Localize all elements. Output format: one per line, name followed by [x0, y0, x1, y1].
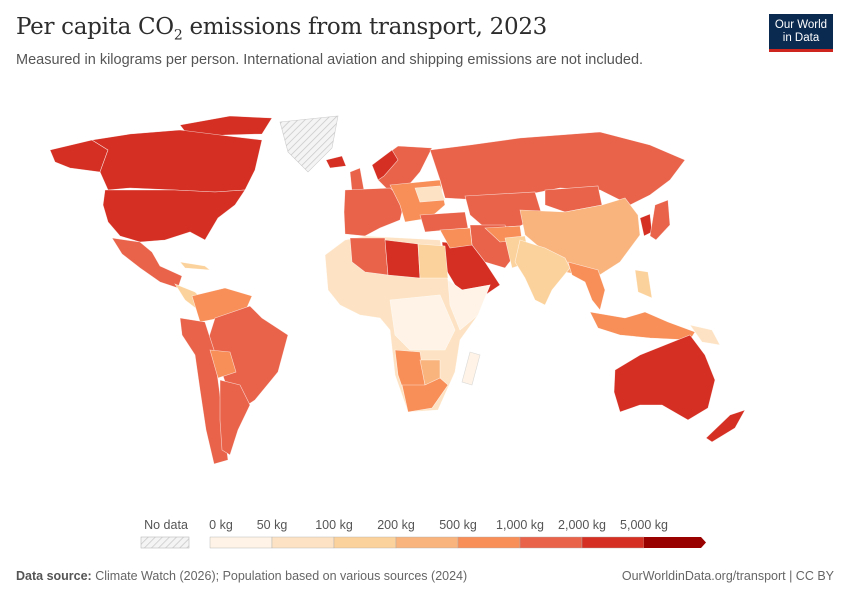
country-new-zealand[interactable] — [705, 409, 746, 443]
country-argentina[interactable] — [219, 379, 251, 456]
source-label: Data source: — [16, 569, 92, 583]
legend-tick-label: 100 kg — [315, 518, 353, 532]
country-norway[interactable] — [371, 149, 399, 181]
country-cuba[interactable] — [179, 261, 211, 271]
chart-subtitle: Measured in kilograms per person. Intern… — [16, 52, 644, 68]
legend-tick-label: 1,000 kg — [496, 518, 544, 532]
country-iraq-syria[interactable] — [439, 227, 473, 249]
logo-line-1: Our World — [774, 18, 828, 31]
country-india[interactable] — [514, 239, 571, 306]
footer-source: Data source: Climate Watch (2026); Popul… — [16, 569, 467, 583]
map-legend: No data 0 kg 50 kg 100 kg 200 kg 500 kg 1,000… — [0, 515, 850, 555]
country-east-africa[interactable] — [447, 279, 491, 331]
legend-tick-label: 2,000 kg — [558, 518, 606, 532]
country-usa[interactable] — [102, 189, 246, 243]
country-iceland[interactable] — [325, 155, 347, 169]
source-text: Climate Watch (2026); Population based o… — [91, 569, 468, 583]
legend-bin-swatch[interactable] — [457, 536, 521, 549]
legend-bin-swatch[interactable] — [581, 536, 645, 549]
country-korea[interactable] — [639, 213, 653, 237]
country-bolivia[interactable] — [209, 349, 237, 379]
legend-bin-swatch[interactable] — [271, 536, 335, 549]
country-madagascar[interactable] — [461, 351, 481, 386]
country-libya[interactable] — [384, 239, 421, 279]
country-japan[interactable] — [649, 199, 671, 241]
legend-no-data-label: No data — [144, 518, 188, 532]
country-philippines[interactable] — [634, 269, 653, 299]
country-peru-chile[interactable] — [179, 317, 229, 465]
country-algeria[interactable] — [349, 237, 389, 276]
chart-title: Per capita CO2 emissions from transport,… — [16, 14, 547, 44]
world-map — [49, 115, 746, 465]
legend-bin-swatch[interactable] — [333, 536, 397, 549]
legend-bin-swatch[interactable] — [519, 536, 583, 549]
country-papua-new-guinea[interactable] — [689, 324, 721, 346]
legend-tick-label: 50 kg — [256, 518, 288, 532]
legend-no-data-swatch — [140, 536, 190, 549]
title-text: Per capita CO — [16, 14, 174, 40]
country-southeast-asia[interactable] — [567, 261, 606, 311]
legend-tick-label: 5,000 kg — [620, 518, 668, 532]
country-canada[interactable] — [91, 129, 263, 193]
owid-logo[interactable]: Our World in Data — [769, 14, 833, 52]
country-egypt[interactable] — [417, 243, 449, 279]
country-greenland[interactable] — [279, 115, 339, 173]
legend-bin-swatch[interactable] — [644, 537, 706, 548]
title-text-rest: emissions from transport, 2023 — [182, 14, 547, 40]
country-indonesia[interactable] — [589, 311, 696, 341]
legend-bin-swatch[interactable] — [209, 536, 273, 549]
country-ukraine[interactable] — [414, 185, 446, 203]
legend-bin-swatch[interactable] — [395, 536, 459, 549]
legend-tick-label: 500 kg — [439, 518, 477, 532]
footer-url-license[interactable]: OurWorldinData.org/transport | CC BY — [621, 569, 834, 583]
country-south-africa[interactable] — [401, 377, 449, 413]
logo-line-2: in Data — [782, 31, 820, 44]
legend-tick-label: 200 kg — [377, 518, 415, 532]
legend-swatches — [140, 536, 706, 549]
country-australia[interactable] — [613, 334, 716, 421]
country-mexico[interactable] — [111, 237, 183, 289]
country-russia[interactable] — [429, 131, 686, 206]
country-central-africa[interactable] — [389, 294, 456, 351]
country-uk[interactable] — [349, 167, 365, 193]
legend-tick-label: 0 kg — [209, 518, 233, 532]
title-subscript: 2 — [173, 27, 183, 44]
